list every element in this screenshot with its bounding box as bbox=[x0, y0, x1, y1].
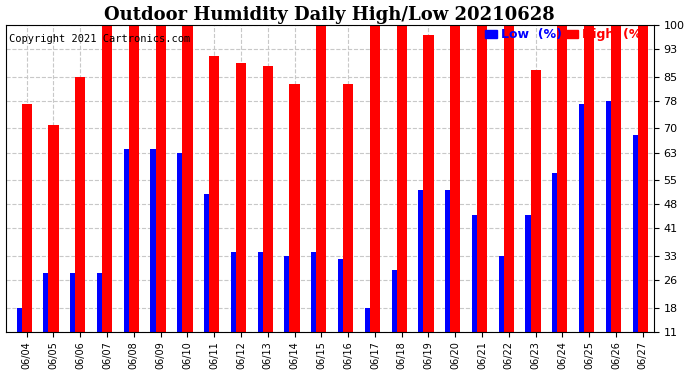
Bar bbox=[552, 173, 562, 332]
Bar bbox=[43, 273, 54, 332]
Bar bbox=[150, 149, 161, 332]
Bar bbox=[477, 25, 487, 332]
Bar bbox=[204, 194, 214, 332]
Bar bbox=[558, 25, 567, 332]
Bar bbox=[263, 66, 273, 332]
Bar bbox=[97, 273, 107, 332]
Bar bbox=[633, 135, 643, 332]
Bar bbox=[445, 190, 455, 332]
Bar bbox=[102, 25, 112, 332]
Bar bbox=[504, 25, 514, 332]
Bar bbox=[424, 36, 433, 332]
Bar bbox=[209, 56, 219, 332]
Bar bbox=[129, 25, 139, 332]
Bar bbox=[370, 25, 380, 332]
Bar bbox=[75, 77, 86, 332]
Bar bbox=[316, 25, 326, 332]
Bar bbox=[338, 260, 348, 332]
Title: Outdoor Humidity Daily High/Low 20210628: Outdoor Humidity Daily High/Low 20210628 bbox=[104, 6, 555, 24]
Bar bbox=[290, 84, 299, 332]
Bar bbox=[17, 308, 27, 332]
Bar bbox=[48, 125, 59, 332]
Bar bbox=[450, 25, 460, 332]
Bar bbox=[606, 101, 616, 332]
Bar bbox=[284, 256, 295, 332]
Bar bbox=[499, 256, 509, 332]
Text: Copyright 2021 Cartronics.com: Copyright 2021 Cartronics.com bbox=[9, 34, 190, 44]
Bar bbox=[638, 25, 648, 332]
Bar bbox=[579, 104, 589, 332]
Bar bbox=[182, 25, 193, 332]
Bar bbox=[525, 214, 535, 332]
Bar bbox=[124, 149, 134, 332]
Bar bbox=[343, 84, 353, 332]
Bar bbox=[236, 63, 246, 332]
Bar bbox=[365, 308, 375, 332]
Bar bbox=[472, 214, 482, 332]
Bar bbox=[418, 190, 428, 332]
Bar bbox=[311, 252, 322, 332]
Bar bbox=[257, 252, 268, 332]
Bar bbox=[70, 273, 80, 332]
Bar bbox=[531, 70, 541, 332]
Bar bbox=[397, 25, 407, 332]
Bar bbox=[584, 25, 594, 332]
Bar bbox=[231, 252, 241, 332]
Bar bbox=[21, 104, 32, 332]
Bar bbox=[611, 25, 621, 332]
Bar bbox=[177, 153, 188, 332]
Bar bbox=[391, 270, 402, 332]
Legend: Low  (%), High  (%): Low (%), High (%) bbox=[485, 28, 647, 41]
Bar bbox=[155, 25, 166, 332]
